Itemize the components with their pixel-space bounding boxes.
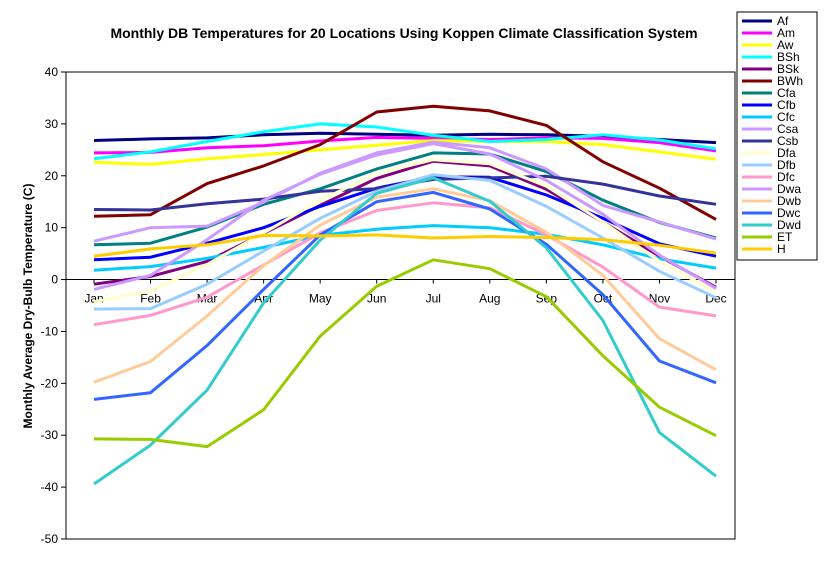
legend-label-bsh: BSh	[777, 50, 800, 64]
series-line-et	[93, 258, 717, 449]
legend-label-am: Am	[777, 26, 795, 40]
legend-label-cfc: Cfc	[777, 110, 795, 124]
legend-label-et: ET	[777, 230, 793, 244]
legend-label-cfa: Cfa	[777, 86, 796, 100]
series-line-cfa	[93, 151, 717, 247]
y-tick-label: -30	[41, 428, 59, 442]
y-tick-label: 0	[51, 273, 58, 287]
legend-label-dfa: Dfa	[777, 146, 796, 160]
y-tick-label: 20	[45, 169, 59, 183]
series-line-bsh	[93, 122, 717, 161]
series-line-am	[93, 135, 717, 155]
legend-label-dfc: Dfc	[777, 170, 795, 184]
y-tick-label: 30	[45, 117, 59, 131]
y-axis-label: Monthly Average Dry-Bulb Temperature (C)	[21, 184, 35, 429]
series-line-dwc	[93, 190, 717, 401]
legend-label-aw: Aw	[777, 38, 794, 52]
legend-label-af: Af	[777, 14, 789, 28]
legend-label-csb: Csb	[777, 134, 799, 148]
x-tick-label: May	[309, 292, 332, 306]
series-line-cfc	[93, 224, 717, 272]
series-line-dfa	[93, 158, 717, 304]
legend-label-dwa: Dwa	[777, 182, 801, 196]
y-tick-label: -10	[41, 324, 59, 338]
legend-label-csa: Csa	[777, 122, 799, 136]
plot-area	[65, 71, 736, 540]
legend-label-dfb: Dfb	[777, 158, 796, 172]
legend-label-h: H	[777, 242, 786, 256]
y-tick-label: 10	[45, 221, 59, 235]
chart-title: Monthly DB Temperatures for 20 Locations…	[110, 25, 697, 41]
legend-label-cfb: Cfb	[777, 98, 796, 112]
legend-label-bsk: BSk	[777, 62, 800, 76]
series-line-dfc	[93, 201, 717, 327]
series-line-aw	[93, 139, 717, 166]
series-line-dwb	[93, 187, 717, 384]
legend-label-dwb: Dwb	[777, 194, 801, 208]
series-lines	[93, 104, 717, 486]
series-line-bsk	[93, 159, 717, 289]
y-tick-label: -20	[41, 376, 59, 390]
legend-label-dwd: Dwd	[777, 218, 801, 232]
x-tick-label: Aug	[479, 292, 500, 306]
y-tick-label: 40	[45, 65, 59, 79]
series-line-h	[93, 233, 717, 258]
x-tick-label: Jun	[367, 292, 386, 306]
y-tick-label: -40	[41, 480, 59, 494]
series-line-dwd	[93, 176, 717, 486]
y-tick-label: -50	[41, 532, 59, 546]
series-line-csa	[93, 140, 717, 243]
x-tick-label: Jul	[426, 292, 441, 306]
legend-box	[736, 11, 818, 261]
y-axis: 40 30 20 10 0 -10 -20 -30 -40 -50	[41, 65, 66, 546]
series-line-dfb	[93, 173, 717, 311]
series-line-bwh	[93, 104, 717, 221]
x-tick-label: Jan	[84, 292, 103, 306]
x-tick-label: Feb	[140, 292, 161, 306]
legend-label-bwh: BWh	[777, 74, 803, 88]
legend: AfAmAwBShBSkBWhCfaCfbCfcCsaCsbDfaDfbDfcD…	[736, 11, 818, 261]
legend-label-dwc: Dwc	[777, 206, 800, 220]
